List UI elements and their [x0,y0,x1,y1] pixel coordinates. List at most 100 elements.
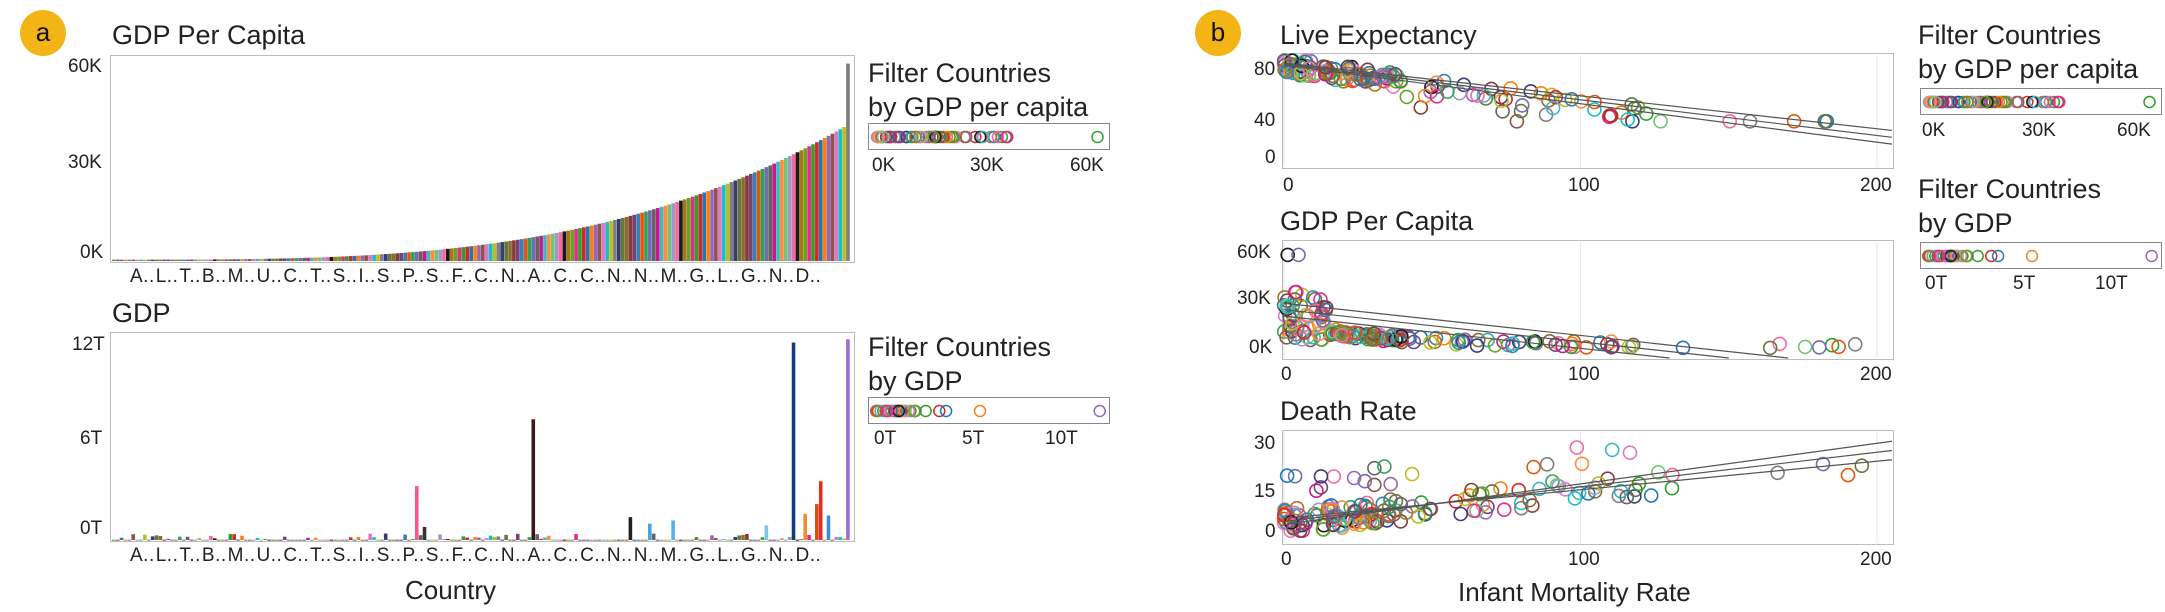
xtick-label: G.. [740,545,768,566]
bar [496,242,501,261]
bar [372,254,376,261]
bar [380,254,384,261]
filter-point [1944,95,1957,109]
xtick-label: 100 [1568,364,1600,385]
bar [143,534,147,540]
bar [174,259,178,261]
xtick-label: A.. [527,545,553,566]
bar [247,539,252,541]
trend-line [1283,440,1893,526]
scatter-point [1602,108,1618,123]
scatter-point [1831,339,1846,355]
xtick-label: G.. [689,266,717,287]
bar [376,539,380,541]
xtick-labels-a2: A..L..T..B..M..U..C..T..S..I..S..P..S..F… [130,545,822,567]
filter-point [1933,249,1946,263]
scatter-point [1496,334,1511,349]
ytick-label: 0 [1265,147,1276,168]
x-axis-title-country: Country [405,575,497,605]
bar [446,539,450,541]
xtick-label: N.. [606,545,633,566]
bar [333,256,338,261]
bar [721,539,726,541]
bar [558,539,563,541]
xtick-label: G.. [740,266,768,287]
filter-point [1961,95,1974,109]
bar [414,486,419,540]
bar [407,539,411,541]
bar [360,539,365,541]
bar [263,538,268,540]
bar [838,129,843,261]
bar [795,152,800,261]
scatter-point [1569,440,1585,455]
bar [216,259,221,261]
scatter-point [1772,336,1787,352]
bar [834,536,839,540]
bar [298,539,303,541]
bar [325,539,330,541]
scatter-point [1380,331,1395,346]
bar [189,259,194,261]
bar [760,537,765,540]
bar [294,539,299,541]
bar [663,539,668,541]
bar [702,192,707,261]
filter-point [909,130,922,144]
bar [547,234,551,261]
bar [799,150,804,261]
filter-point [933,404,946,418]
scatter-point [1440,84,1455,99]
bar [255,258,260,261]
scatter-point [1366,326,1382,342]
filter-tick: 5T [2013,273,2036,294]
bar [671,203,676,261]
bar [581,227,586,261]
bar [356,255,361,261]
bar [655,208,660,261]
bar [690,539,695,541]
scatter-point [1277,53,1292,69]
filter-point [881,404,894,418]
scatter-point [1280,299,1296,315]
filter-point [1985,249,1998,263]
bar [570,539,574,541]
xtick-label: C.. [283,266,310,287]
bar [115,259,120,261]
bar [574,534,578,540]
filter-tick: 5T [962,428,985,449]
bar [383,533,388,540]
bar [430,539,435,541]
filter-title-a-gdp: Filter Countries by GDP [868,330,1051,398]
bar [504,241,508,261]
bar [426,250,431,261]
bar [733,180,738,261]
filter-title-line: Filter Countries [868,58,1052,88]
scatter-point [1279,468,1295,484]
bar [216,539,221,541]
bar [791,154,796,261]
scatter-point [1505,338,1520,354]
bar [205,539,209,541]
bar [477,537,481,540]
bar [302,539,306,541]
filter-title-line: by GDP per capita [1918,54,2139,84]
bar [407,252,411,261]
scatter-point [1287,468,1303,484]
bar [286,539,291,541]
xtick-label: S.. [425,266,451,287]
scatter-point [1587,102,1602,117]
bar [648,210,652,261]
scatter-point [1417,88,1433,104]
bar [628,517,633,540]
xtick-label: L.. [155,545,179,566]
bar [663,205,668,261]
bar [682,199,687,261]
xtick-label: 100 [1568,175,1600,196]
bar [818,481,823,540]
trend-line [1283,459,1893,519]
xtick-label: T.. [179,545,201,566]
ytick-label: 0 [1265,521,1276,542]
bar [826,515,831,540]
